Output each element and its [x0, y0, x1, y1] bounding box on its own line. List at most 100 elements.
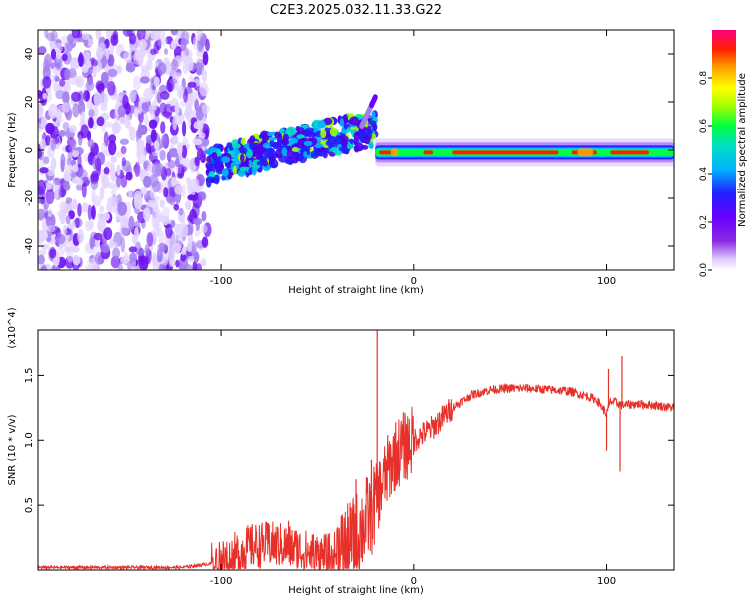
noise-blob: [86, 38, 94, 47]
noise-blob: [158, 264, 167, 270]
noise-blob: [38, 46, 47, 55]
noise-blob: [128, 215, 135, 231]
noise-blob: [71, 91, 81, 103]
noise-blob: [135, 248, 145, 256]
noise-blob: [69, 125, 77, 133]
snr-frame: [37, 329, 675, 571]
spectrogram-image: [38, 30, 674, 270]
noise-blob: [87, 139, 95, 148]
noise-blob: [179, 223, 189, 238]
noise-blob: [125, 62, 136, 73]
signal-blob: [292, 151, 298, 157]
noise-blob: [134, 226, 139, 239]
colorbar: 0.0 0.2 0.4 0.6 0.8 Normalized spectral ampl…: [699, 30, 748, 277]
noise-blob: [116, 164, 121, 176]
noise-blob: [38, 208, 45, 221]
signal-blob: [286, 150, 295, 160]
snr-ytick-label: 1.5: [24, 367, 35, 383]
spectrogram-ytick-label: 40: [24, 48, 35, 61]
noise-blob: [138, 99, 143, 115]
noise-blob: [72, 103, 80, 118]
signal-blob: [295, 125, 301, 132]
signal-blob: [209, 146, 218, 154]
noise-blob: [156, 248, 164, 262]
noise-blob: [54, 184, 59, 201]
noise-blob: [104, 161, 112, 168]
noise-blob: [100, 71, 109, 84]
noise-blob: [177, 163, 185, 178]
signal-blob: [333, 137, 343, 145]
signal-blob: [343, 123, 348, 130]
noise-blob: [201, 211, 207, 222]
signal-blob: [233, 156, 240, 163]
colorbar-label: Normalized spectral amplitude: [737, 73, 748, 227]
noise-blob: [142, 175, 152, 188]
signal-blob: [354, 142, 364, 152]
noise-blob: [153, 76, 160, 88]
noise-blob: [99, 205, 105, 213]
noise-blob: [138, 48, 145, 60]
noise-blob: [75, 178, 84, 186]
noise-blob: [199, 82, 209, 97]
noise-blob: [170, 30, 179, 36]
noise-blob: [81, 202, 90, 213]
noise-blob: [108, 134, 117, 144]
noise-blob: [72, 150, 80, 158]
noise-blob: [144, 114, 149, 127]
noise-blob: [45, 122, 55, 135]
noise-blob: [90, 173, 95, 184]
noise-blob: [178, 256, 189, 270]
spectrogram-ylabel: Frequency (Hz): [7, 112, 18, 188]
noise-blob: [193, 138, 203, 145]
colorbar-scale: [712, 30, 736, 270]
carrier-peak: [610, 150, 649, 155]
noise-blob: [99, 186, 105, 200]
noise-blob: [163, 48, 168, 56]
noise-blob: [59, 208, 67, 220]
noise-blob: [116, 176, 122, 188]
noise-blob: [120, 145, 127, 155]
noise-blob: [194, 156, 200, 167]
noise-blob: [72, 164, 79, 173]
noise-blob: [109, 241, 119, 248]
noise-blob: [184, 110, 190, 118]
noise-blob: [128, 246, 138, 253]
noise-blob: [41, 264, 47, 270]
signal-blob: [296, 139, 307, 149]
noise-blob: [200, 224, 208, 234]
signal-blob: [221, 156, 231, 164]
noise-blob: [90, 59, 99, 67]
noise-blob: [205, 38, 210, 52]
noise-blob: [177, 85, 185, 97]
snr-ylabel: SNR (10 * v/v): [7, 414, 18, 485]
noise-blob: [181, 246, 187, 256]
noise-blob: [152, 180, 161, 193]
signal-blob: [240, 153, 245, 163]
noise-blob: [160, 121, 166, 134]
noise-blob: [53, 66, 58, 77]
signal-blob: [211, 152, 218, 161]
signal-blob: [249, 135, 256, 144]
noise-blob: [68, 201, 74, 211]
signal-blob: [353, 131, 361, 141]
noise-blob: [83, 90, 90, 102]
noise-blob: [43, 53, 52, 67]
noise-blob: [38, 229, 48, 241]
noise-blob: [123, 251, 129, 264]
noise-blob: [101, 141, 107, 156]
noise-blob: [50, 139, 57, 151]
signal-blob: [288, 139, 295, 145]
noise-blob: [167, 159, 176, 169]
noise-blob: [122, 94, 129, 109]
carrier-hot: [390, 148, 399, 157]
noise-blob: [45, 213, 56, 229]
noise-blob: [153, 140, 160, 151]
noise-blob: [87, 204, 93, 221]
noise-blob: [40, 243, 50, 250]
noise-blob: [38, 249, 47, 256]
snr-ytick-label: 1.0: [24, 432, 35, 448]
noise-blob: [88, 109, 95, 118]
noise-blob: [65, 215, 71, 225]
signal-blob: [262, 160, 269, 167]
